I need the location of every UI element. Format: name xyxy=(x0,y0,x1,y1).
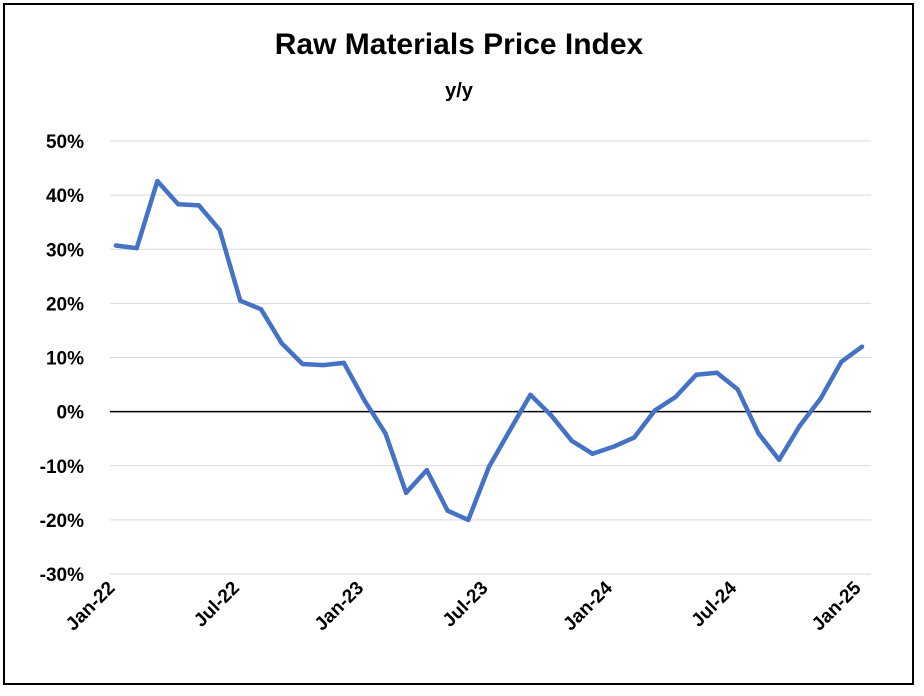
data-point xyxy=(279,341,284,346)
data-point xyxy=(694,372,699,377)
data-point xyxy=(300,361,305,367)
data-point xyxy=(507,428,512,433)
data-point xyxy=(797,423,802,428)
y-tick-label: -10% xyxy=(40,457,84,478)
data-point xyxy=(445,508,450,513)
x-tick-label: Jan-25 xyxy=(808,577,866,635)
data-point xyxy=(549,413,554,418)
data-point xyxy=(652,408,657,413)
data-point xyxy=(113,243,119,248)
x-tick-label: Jan-24 xyxy=(559,577,617,635)
data-point xyxy=(134,246,139,251)
chart-frame xyxy=(3,3,914,685)
data-point xyxy=(258,307,264,312)
series-layer xyxy=(113,178,865,523)
data-point xyxy=(217,227,222,232)
data-point xyxy=(776,457,782,462)
data-point xyxy=(590,451,595,456)
data-point xyxy=(155,178,160,184)
data-point xyxy=(714,370,720,375)
data-point xyxy=(569,438,575,444)
y-tick-label: 10% xyxy=(46,349,84,370)
y-tick-label: 40% xyxy=(46,186,84,207)
data-point xyxy=(238,298,243,303)
data-point xyxy=(196,203,202,208)
data-point xyxy=(673,394,678,400)
data-point xyxy=(486,464,492,469)
data-point xyxy=(176,202,181,207)
chart-title: Raw Materials Price Index xyxy=(274,28,644,61)
x-tick-label: Jul-24 xyxy=(688,577,742,631)
data-point xyxy=(362,398,367,403)
data-point xyxy=(321,362,326,368)
y-tick-label: -30% xyxy=(40,565,84,586)
data-point xyxy=(424,467,429,473)
data-point xyxy=(528,392,533,397)
data-point xyxy=(756,431,761,436)
x-tick-label: Jan-23 xyxy=(311,578,368,635)
data-point xyxy=(839,359,844,364)
x-tick-label: Jul-22 xyxy=(190,578,244,632)
y-tick-label: 30% xyxy=(46,240,84,261)
data-point xyxy=(611,444,616,449)
x-tick-label: Jul-23 xyxy=(439,578,493,632)
data-point xyxy=(859,344,865,349)
data-point xyxy=(341,360,347,366)
series-line xyxy=(113,178,865,523)
gridlines xyxy=(110,140,871,575)
x-tick-label: Jan-22 xyxy=(62,578,119,635)
data-point xyxy=(383,431,388,436)
data-point xyxy=(735,387,740,392)
y-tick-label: 50% xyxy=(46,132,84,153)
data-point xyxy=(818,396,823,401)
y-axis-tick-labels: 50% 40% 30% 20% 10% 0% -10% -20% -30% xyxy=(40,132,84,586)
y-tick-label: -20% xyxy=(40,511,84,532)
y-tick-label: 0% xyxy=(57,403,85,424)
data-point xyxy=(631,435,637,440)
y-tick-label: 20% xyxy=(46,294,84,315)
data-point xyxy=(466,517,471,523)
chart-subtitle: y/y xyxy=(445,80,473,102)
data-point xyxy=(403,490,409,495)
x-axis-tick-labels: Jan-22 Jul-22 Jan-23 Jul-23 Jan-24 Jul-24 Jan-… xyxy=(62,577,866,635)
